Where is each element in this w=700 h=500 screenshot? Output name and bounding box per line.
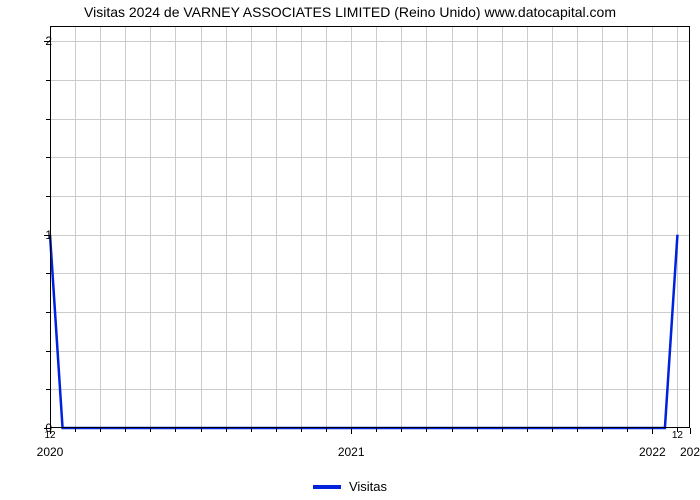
x-tick-minor xyxy=(477,428,478,432)
x-tick-major xyxy=(652,428,653,434)
plot-area xyxy=(50,26,690,428)
x-axis-label: 2020 xyxy=(37,445,64,459)
x-tick-minor xyxy=(376,428,377,432)
x-tick-minor xyxy=(125,428,126,432)
x-tick-minor xyxy=(201,428,202,432)
legend: Visitas xyxy=(0,479,700,494)
x-axis-minor-label: 12 xyxy=(44,430,55,441)
x-tick-minor xyxy=(552,428,553,432)
x-tick-minor xyxy=(452,428,453,432)
x-tick-minor xyxy=(100,428,101,432)
x-axis-minor-label: 12 xyxy=(672,430,683,441)
x-tick-minor xyxy=(175,428,176,432)
x-tick-minor xyxy=(150,428,151,432)
y-tick-minor xyxy=(46,273,50,274)
y-tick-minor xyxy=(46,351,50,352)
x-axis-label: 202 xyxy=(680,445,700,459)
x-tick-minor xyxy=(401,428,402,432)
x-tick-minor xyxy=(527,428,528,432)
x-tick-major xyxy=(351,428,352,434)
x-axis-label: 2021 xyxy=(338,445,365,459)
y-axis-label: 2 xyxy=(45,34,52,48)
y-tick-minor xyxy=(46,196,50,197)
x-tick-minor xyxy=(301,428,302,432)
line-series xyxy=(50,26,690,428)
chart-title: Visitas 2024 de VARNEY ASSOCIATES LIMITE… xyxy=(0,4,700,20)
legend-label: Visitas xyxy=(349,479,387,494)
y-tick-minor xyxy=(46,119,50,120)
y-tick-minor xyxy=(46,80,50,81)
x-tick-minor xyxy=(326,428,327,432)
x-tick-major xyxy=(690,428,691,434)
x-axis-label: 2022 xyxy=(639,445,666,459)
x-tick-minor xyxy=(577,428,578,432)
x-tick-minor xyxy=(602,428,603,432)
x-tick-minor xyxy=(627,428,628,432)
y-tick-minor xyxy=(46,312,50,313)
x-tick-minor xyxy=(251,428,252,432)
x-tick-minor xyxy=(426,428,427,432)
y-tick-minor xyxy=(46,389,50,390)
legend-swatch xyxy=(313,485,341,489)
x-tick-minor xyxy=(502,428,503,432)
x-tick-minor xyxy=(226,428,227,432)
x-tick-minor xyxy=(276,428,277,432)
x-tick-minor xyxy=(75,428,76,432)
y-axis-label: 1 xyxy=(45,228,52,242)
y-tick-minor xyxy=(46,157,50,158)
